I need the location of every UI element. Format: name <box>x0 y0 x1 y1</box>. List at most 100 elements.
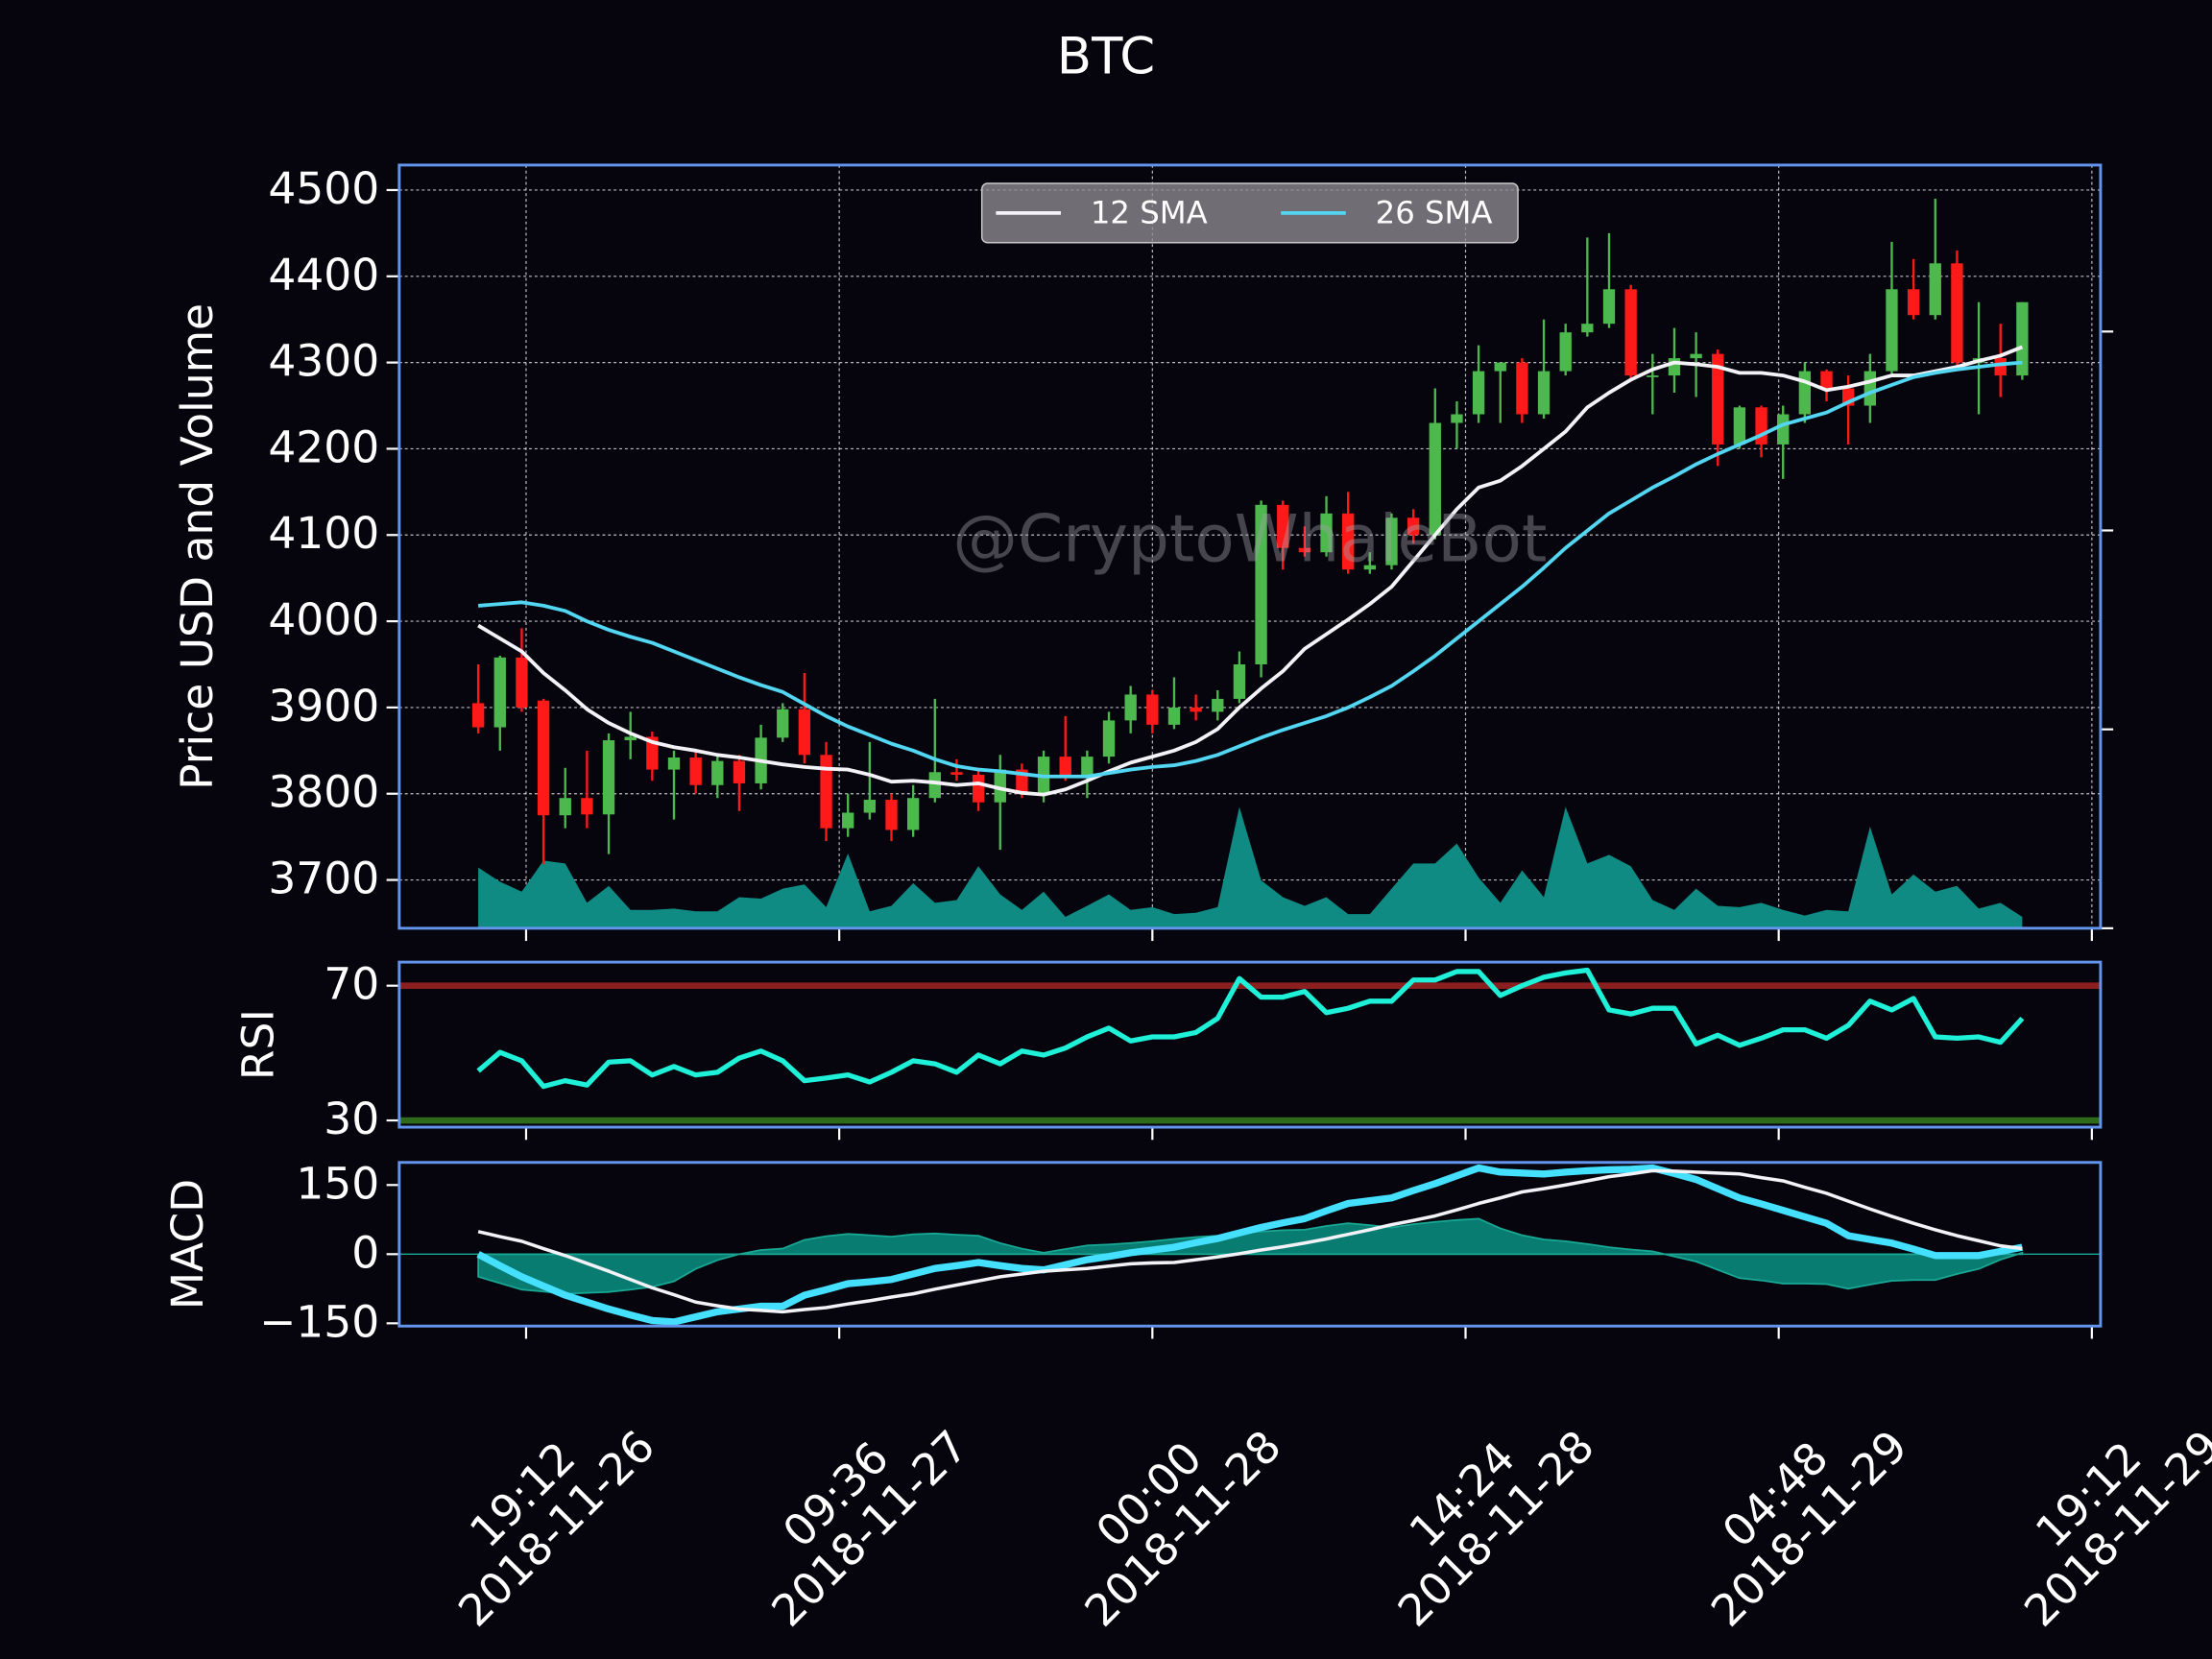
candle-body <box>1363 565 1377 570</box>
y-tick-label: 4400 <box>268 250 379 301</box>
candle-body <box>1081 757 1094 777</box>
candle-body <box>1733 407 1746 445</box>
candle-body <box>1559 332 1572 372</box>
histogram-area <box>477 1217 2024 1295</box>
candle-body <box>885 800 898 830</box>
candle-body <box>1581 324 1594 333</box>
candle-body <box>1647 375 1659 377</box>
candle-body <box>1951 263 1963 363</box>
candle-body <box>1298 547 1311 553</box>
panel-frame <box>397 163 2103 930</box>
candle-body <box>1124 694 1137 721</box>
candle-body <box>1451 414 1463 423</box>
panel-frame <box>397 960 2103 1129</box>
y-tick-label: −150 <box>259 1296 379 1347</box>
candle-body <box>624 736 637 741</box>
panel-frame <box>397 1161 2103 1328</box>
y-axis-label: RSI <box>232 1009 283 1080</box>
candle-body <box>842 812 854 829</box>
candle-body <box>972 774 985 803</box>
y-tick-label: 70 <box>324 959 379 1010</box>
legend: 12 SMA 26 SMA <box>980 182 1519 244</box>
candle-body <box>559 798 571 816</box>
candle-body <box>1102 720 1116 757</box>
candle-body <box>1602 289 1616 325</box>
candle-body <box>1233 663 1246 699</box>
y-tick-label: 150 <box>296 1158 379 1209</box>
candle-body <box>994 769 1006 803</box>
candle-body <box>1190 707 1202 712</box>
candle-body <box>1342 513 1355 570</box>
y-tick-label: 4200 <box>268 421 379 472</box>
candle-body <box>1929 263 1941 316</box>
candle-body <box>711 760 724 785</box>
candle-body <box>1146 694 1159 725</box>
candle-body <box>1907 289 1920 316</box>
candle-body <box>516 657 528 708</box>
y-tick-label: 4500 <box>268 163 379 214</box>
candle-body <box>1212 698 1224 712</box>
candle-body <box>1059 757 1071 777</box>
candle-body <box>1494 362 1506 372</box>
candle-body <box>646 736 659 770</box>
series-line <box>477 1168 2023 1314</box>
y-tick-label: 4300 <box>268 336 379 387</box>
candle-body <box>1320 513 1333 553</box>
series-line <box>477 345 2024 797</box>
candle-body <box>1472 371 1485 415</box>
candle-body <box>471 703 485 728</box>
candle-body <box>863 800 877 813</box>
candle-body <box>1167 707 1181 725</box>
candle-body <box>1712 353 1724 445</box>
y-axis-label: MACD <box>162 1179 213 1310</box>
y-tick-label: 0 <box>351 1227 379 1278</box>
candle-body <box>733 760 746 783</box>
y-tick-label: 3700 <box>268 854 379 904</box>
candle-body <box>689 757 702 785</box>
candle-body <box>928 772 941 799</box>
candle-body <box>1516 362 1528 415</box>
candle-body <box>1798 371 1812 415</box>
legend-box <box>980 182 1519 244</box>
legend-label: 26 SMA <box>1376 194 1493 230</box>
candle-body <box>537 700 550 816</box>
candle-body <box>1755 407 1767 445</box>
candle-body <box>581 798 593 815</box>
series-line <box>477 360 2023 779</box>
candle-body <box>1886 289 1898 372</box>
chart-title: BTC <box>1057 27 1155 85</box>
candle-body <box>1820 371 1833 389</box>
legend-label: 12 SMA <box>1091 194 1208 230</box>
y-tick-label: 4000 <box>268 594 379 645</box>
candle-body <box>1863 371 1876 406</box>
candle-body <box>1994 358 2007 376</box>
candle-body <box>1690 353 1702 359</box>
y-tick-label: 3800 <box>268 767 379 818</box>
y-tick-label: 3900 <box>268 681 379 732</box>
candle-body <box>1277 504 1289 548</box>
candle-body <box>493 657 506 728</box>
candle-body <box>820 755 832 829</box>
candle-body <box>1777 414 1790 445</box>
y-tick-label: 30 <box>324 1094 379 1144</box>
candle-body <box>798 709 811 756</box>
y-tick-label: 4100 <box>268 508 379 559</box>
candle-body <box>950 772 963 775</box>
candle-body <box>1624 289 1637 376</box>
volume-area <box>478 806 2023 928</box>
series-line <box>476 967 2025 1090</box>
y-axis-label: Price USD and Volume <box>172 303 223 790</box>
candle-body <box>906 798 920 830</box>
candle-body <box>1385 517 1398 565</box>
candle-body <box>1537 371 1551 415</box>
candle-body <box>777 709 789 738</box>
candle-body <box>2016 301 2029 376</box>
watermark: @CryptoWhaleBot <box>952 500 1547 576</box>
candle-body <box>602 740 615 815</box>
candle-body <box>667 757 681 770</box>
candle-body <box>1429 422 1441 536</box>
candle-body <box>1255 504 1267 664</box>
candle-body <box>1407 517 1420 536</box>
